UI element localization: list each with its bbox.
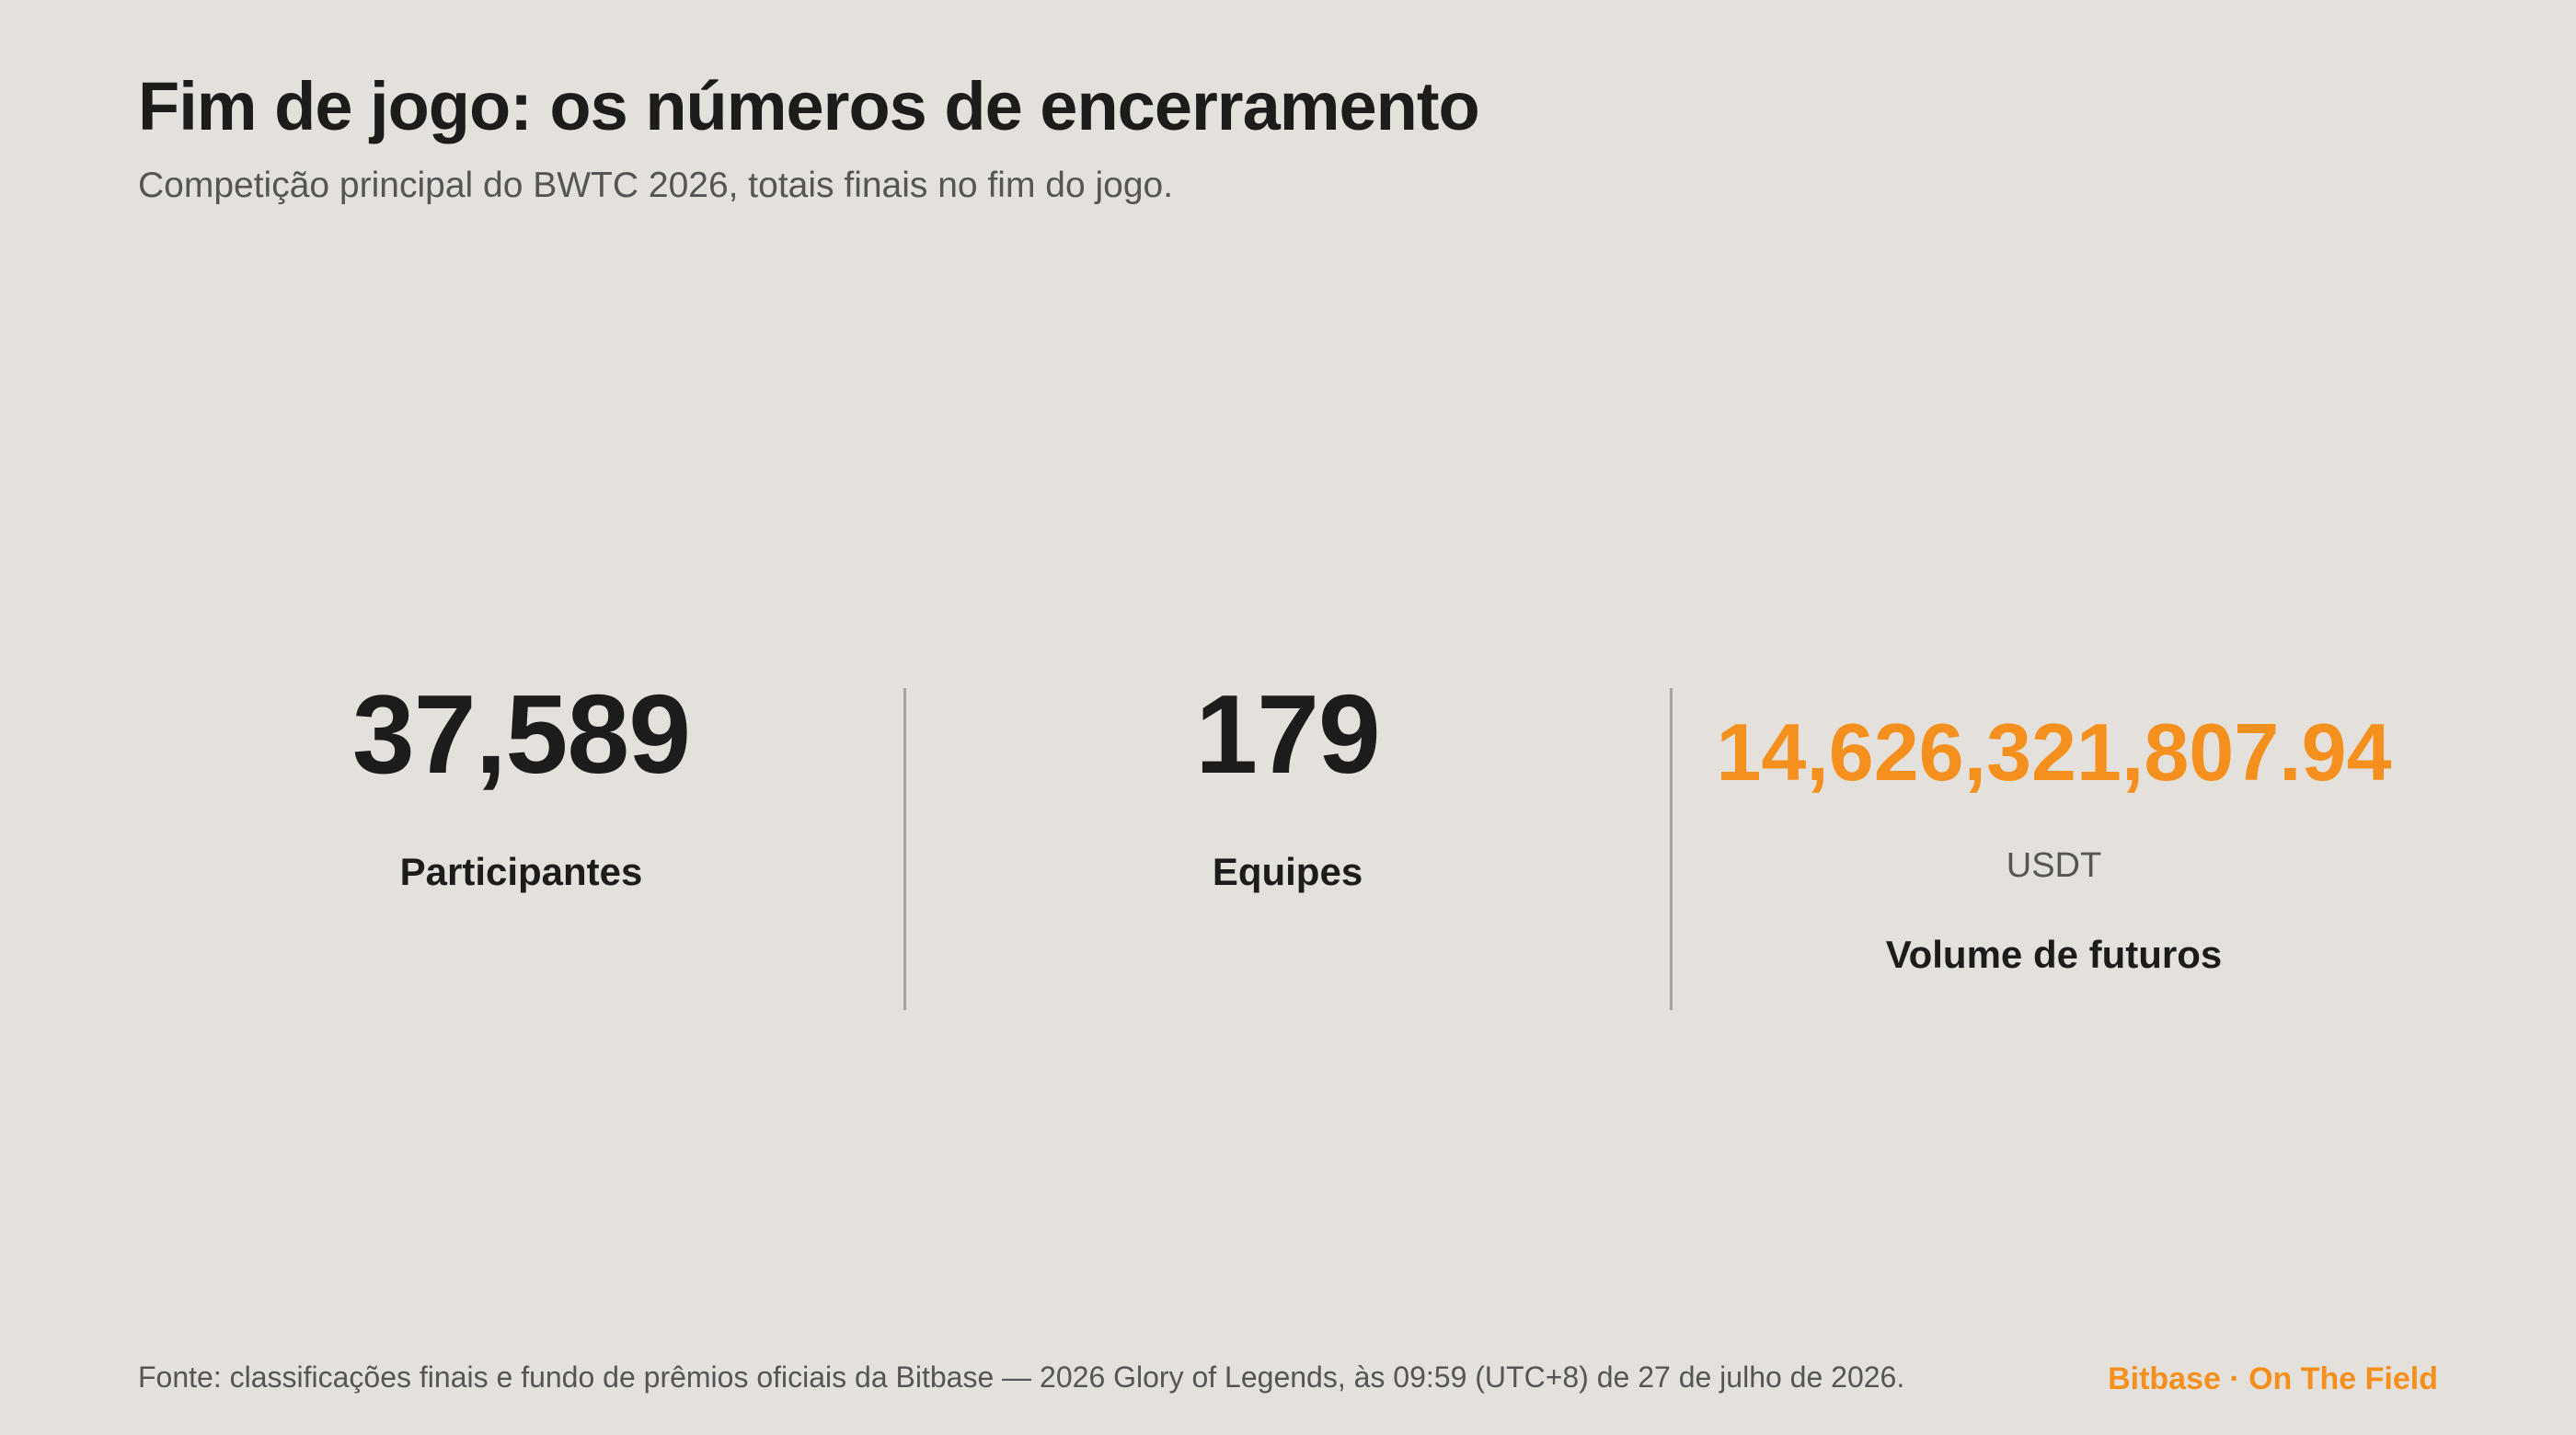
stats-panel: 37,589 Participantes 179 Equipes 14,626,… [138,672,2438,1010]
stat-divider [1670,688,1673,1010]
stat-teams: 179 Equipes [904,672,1671,1010]
stat-futures-volume: 14,626,321,807.94 USDT Volume de futuros [1671,688,2437,1010]
page-subtitle: Competição principal do BWTC 2026, totai… [138,166,1174,205]
stat-value: 37,589 [351,672,691,797]
stat-value: 179 [1195,672,1381,797]
stat-participants: 37,589 Participantes [138,672,904,1010]
stat-value: 14,626,321,807.94 [1716,706,2392,798]
brand-logo-text: Bitbase · On The Field [2108,1361,2438,1396]
stat-unit: USDT [2006,846,2102,885]
stat-label: Equipes [1212,850,1363,893]
stat-label: Volume de futuros [1885,933,2223,976]
stat-label: Participantes [399,850,643,893]
source-note: Fonte: classificações finais e fundo de … [138,1360,1905,1394]
stat-divider [903,688,906,1010]
page-title: Fim de jogo: os números de encerramento [138,68,1480,144]
